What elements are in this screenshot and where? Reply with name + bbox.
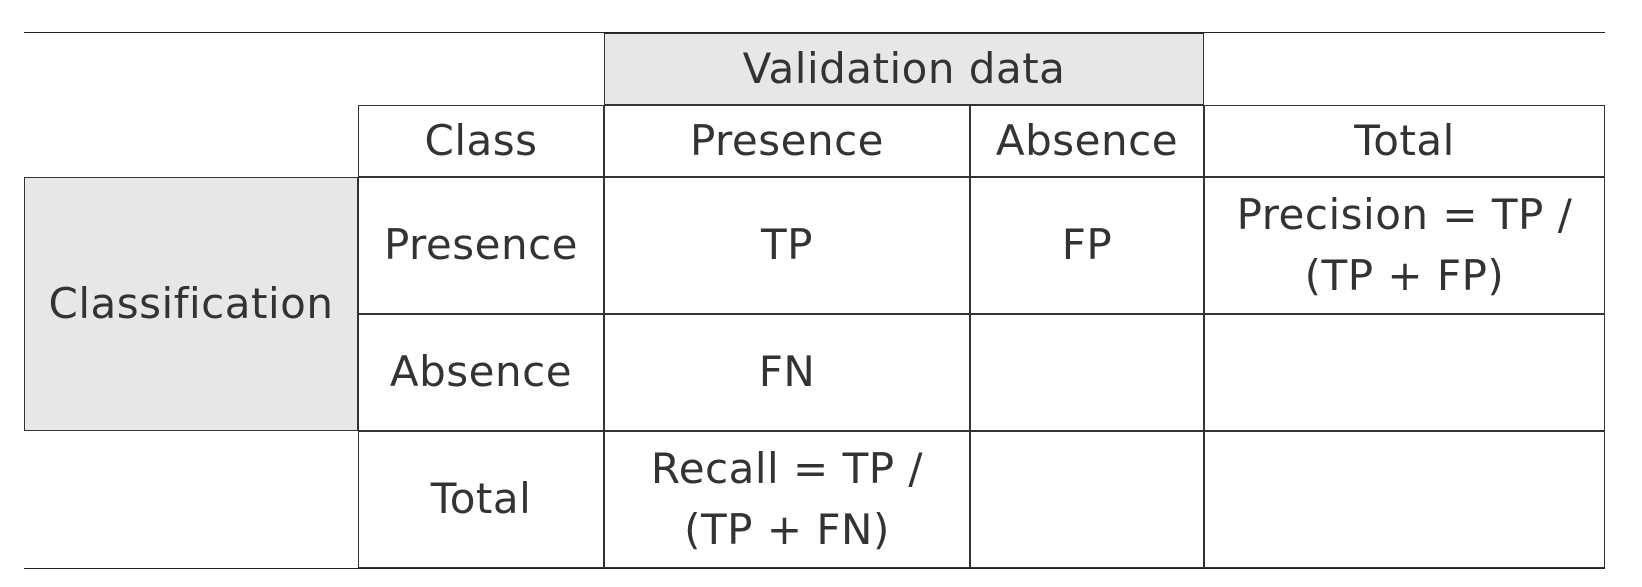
recall-formula-line2: (TP + FN)	[684, 504, 890, 554]
column-header-absence: Absence	[970, 105, 1204, 177]
precision-formula-line2: (TP + FP)	[1304, 250, 1505, 300]
cell-precision-formula: Precision = TP / (TP + FP)	[1204, 177, 1605, 314]
classification-row-group: Classification	[24, 177, 358, 431]
cell-recall-formula: Recall = TP / (TP + FN)	[604, 431, 970, 568]
column-header-class: Class	[358, 105, 604, 177]
cell-absence-total	[1204, 314, 1605, 431]
cell-total-total	[1204, 431, 1605, 568]
precision-formula-line1: Precision = TP /	[1236, 189, 1573, 239]
cell-absence-absence	[970, 314, 1204, 431]
cell-true-positive: TP	[604, 177, 970, 314]
cell-total-absence	[970, 431, 1204, 568]
recall-formula-line1: Recall = TP /	[650, 443, 924, 493]
cell-false-negative: FN	[604, 314, 970, 431]
row-label-absence: Absence	[358, 314, 604, 431]
validation-data-header: Validation data	[604, 33, 1204, 105]
bottom-rule	[24, 568, 1605, 569]
row-label-presence: Presence	[358, 177, 604, 314]
top-rule	[24, 32, 1605, 33]
cell-false-positive: FP	[970, 177, 1204, 314]
column-header-presence: Presence	[604, 105, 970, 177]
column-header-total: Total	[1204, 105, 1605, 177]
row-label-total: Total	[358, 431, 604, 568]
